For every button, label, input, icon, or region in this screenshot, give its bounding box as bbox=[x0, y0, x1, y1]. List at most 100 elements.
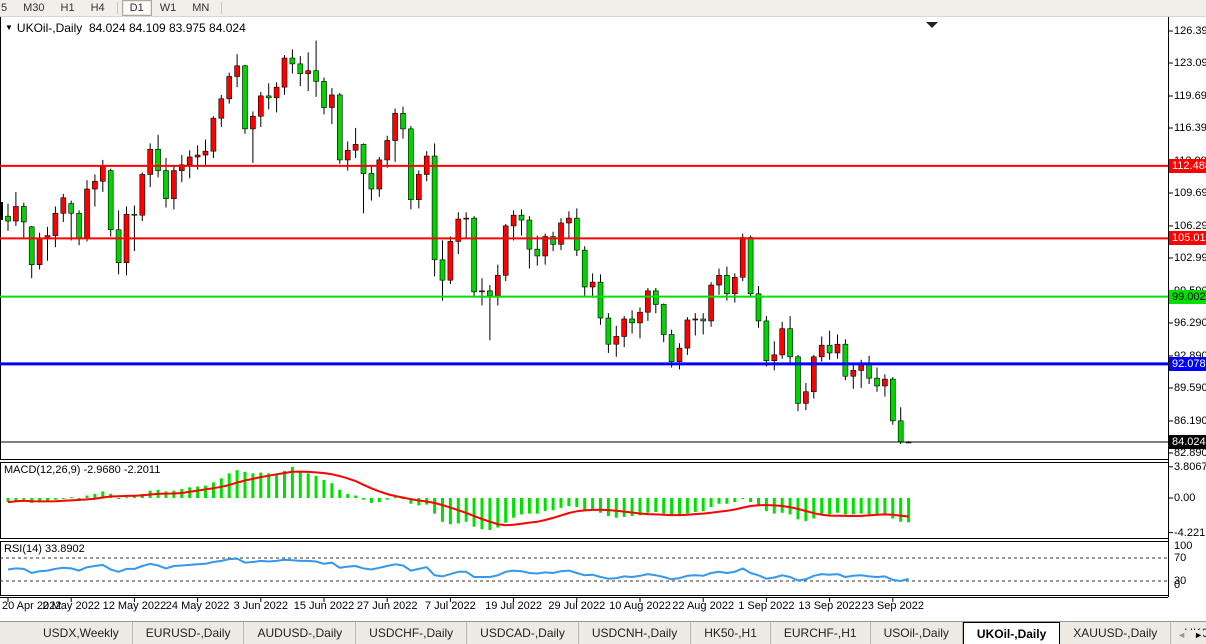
candle-body bbox=[510, 214, 517, 227]
candle-body bbox=[763, 320, 770, 362]
macd-bar bbox=[275, 473, 279, 498]
candle-body bbox=[13, 206, 19, 222]
timeframe-button-w1[interactable]: W1 bbox=[159, 2, 177, 14]
symbol-tab-usdcad-daily[interactable]: USDCAD-,Daily bbox=[467, 622, 579, 644]
timeframe-button-h1[interactable]: H1 bbox=[60, 2, 75, 14]
symbol-tab-ukoil-daily[interactable]: UKOil-,Daily bbox=[962, 622, 1061, 644]
candle-body bbox=[526, 219, 533, 250]
macd-bar bbox=[472, 498, 476, 527]
macd-bar bbox=[298, 471, 302, 498]
candle-body bbox=[408, 128, 414, 200]
candle-body bbox=[708, 284, 714, 322]
macd-bar bbox=[409, 498, 413, 504]
candle-body bbox=[889, 378, 896, 422]
candle-body bbox=[242, 65, 248, 130]
candle-body bbox=[257, 95, 264, 117]
candle-body bbox=[779, 328, 786, 356]
symbol-tab-usoil-daily[interactable]: USOil-,Daily bbox=[871, 622, 963, 644]
macd-bar bbox=[899, 498, 903, 522]
symbol-tab-usdcnh-daily[interactable]: USDCNH-,Daily bbox=[579, 622, 692, 644]
candle-body bbox=[139, 174, 146, 216]
macd-bar bbox=[354, 495, 358, 498]
timeframe-toolbar: 5 M30 H1 H4 D1 W1 MN bbox=[0, 0, 1206, 17]
tab-scroll-left-button[interactable]: ◄ bbox=[1177, 630, 1187, 640]
symbol-tab-usdchf-daily[interactable]: USDCHF-,Daily bbox=[356, 622, 468, 644]
candle-body bbox=[447, 241, 454, 281]
axis-ticks bbox=[7, 30, 1173, 602]
candle-body bbox=[842, 343, 849, 377]
macd-bar bbox=[662, 498, 666, 514]
timeframe-button-d1[interactable]: D1 bbox=[121, 0, 152, 16]
candle-body bbox=[637, 311, 643, 324]
candle-body bbox=[494, 275, 501, 297]
horizontal-lines bbox=[0, 164, 1168, 443]
candle-body bbox=[194, 154, 201, 158]
candle-body bbox=[360, 144, 367, 174]
candle-body bbox=[866, 364, 872, 379]
macd-bar bbox=[812, 498, 816, 519]
symbol-tab-eurusd-daily[interactable]: EURUSD-,Daily bbox=[133, 622, 245, 644]
candle-body bbox=[84, 188, 90, 239]
macd-bar bbox=[512, 498, 516, 518]
toolbar-separator bbox=[116, 2, 118, 14]
macd-bar bbox=[69, 497, 73, 499]
timeframe-button-mn[interactable]: MN bbox=[192, 2, 210, 14]
candle-body bbox=[597, 281, 604, 319]
candle-body bbox=[273, 86, 280, 99]
candle-body bbox=[321, 81, 327, 108]
macd-bar bbox=[733, 498, 737, 503]
macd-bar bbox=[907, 498, 911, 523]
macd-bar bbox=[283, 470, 286, 498]
candle-body bbox=[336, 94, 343, 161]
symbol-tab-usdx-weekly[interactable]: USDX,Weekly bbox=[30, 622, 133, 644]
macd-bar bbox=[630, 498, 634, 517]
macd-bar bbox=[741, 498, 745, 499]
candle-body bbox=[5, 215, 11, 222]
timeframe-button-5[interactable]: 5 bbox=[1, 2, 8, 14]
macd-bar bbox=[204, 485, 207, 498]
macd-bar bbox=[219, 478, 223, 498]
candle-body bbox=[858, 364, 865, 371]
candle-body bbox=[747, 237, 754, 295]
candle-body bbox=[234, 65, 240, 77]
candle-body bbox=[68, 203, 74, 214]
macd-bar bbox=[678, 498, 681, 517]
macd-bar bbox=[338, 489, 342, 498]
symbol-tab-eurchf-h1[interactable]: EURCHF-,H1 bbox=[771, 622, 871, 644]
macd-bar bbox=[685, 498, 689, 514]
tab-scroll-right-button[interactable]: ► bbox=[1194, 630, 1203, 640]
macd-bar bbox=[520, 498, 523, 515]
macd-bar bbox=[77, 498, 81, 499]
candle-body bbox=[558, 222, 564, 245]
timeframe-button-m30[interactable]: M30 bbox=[23, 2, 45, 14]
macd-bar bbox=[828, 498, 832, 515]
macd-bar bbox=[883, 498, 887, 516]
macd-bar bbox=[749, 498, 753, 503]
candle-body bbox=[250, 115, 256, 130]
macd-bar bbox=[891, 498, 895, 519]
rsi-line bbox=[7, 557, 909, 582]
candle-body bbox=[834, 343, 841, 354]
candle-body bbox=[755, 293, 762, 322]
candle-body bbox=[810, 356, 817, 393]
candle-body bbox=[542, 236, 549, 257]
timeframe-button-h4[interactable]: H4 bbox=[90, 2, 105, 14]
candle-body bbox=[660, 304, 667, 335]
symbol-tab-audusd-daily[interactable]: AUDUSD-,Daily bbox=[244, 622, 357, 644]
macd-bar bbox=[504, 498, 508, 523]
macd-bar bbox=[583, 498, 587, 510]
candle-body bbox=[826, 344, 833, 354]
candle-body bbox=[352, 144, 359, 151]
candle-body bbox=[305, 70, 312, 74]
candle-body bbox=[716, 275, 722, 286]
symbol-tab-xauusd-daily[interactable]: XAUUSD-,Daily bbox=[1060, 622, 1172, 644]
macd-bar bbox=[61, 498, 65, 499]
candle-body bbox=[550, 236, 556, 245]
macd-bar bbox=[433, 498, 437, 514]
candle-body bbox=[186, 156, 193, 166]
candle-body bbox=[668, 334, 675, 362]
symbol-tab-hk50-h1[interactable]: HK50-,H1 bbox=[691, 622, 771, 644]
macd-bar bbox=[693, 498, 697, 512]
macd-bar bbox=[606, 498, 610, 517]
